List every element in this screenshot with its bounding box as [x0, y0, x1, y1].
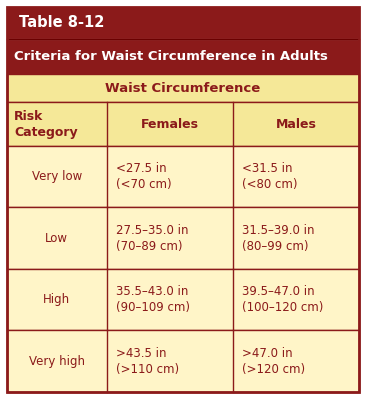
Bar: [7, 74, 359, 103]
Text: High: High: [43, 293, 70, 306]
Text: <27.5 in
(<70 cm): <27.5 in (<70 cm): [116, 162, 172, 191]
Bar: [7, 103, 359, 146]
Text: Very low: Very low: [32, 170, 82, 183]
Text: Table 8-12: Table 8-12: [19, 16, 105, 30]
Text: Males: Males: [276, 118, 317, 131]
Text: >43.5 in
(>110 cm): >43.5 in (>110 cm): [116, 347, 179, 375]
Bar: [7, 39, 359, 74]
Text: Criteria for Waist Circumference in Adults: Criteria for Waist Circumference in Adul…: [14, 50, 328, 63]
Text: 39.5–47.0 in
(100–120 cm): 39.5–47.0 in (100–120 cm): [242, 285, 324, 314]
Bar: [7, 269, 359, 330]
Text: <31.5 in
(<80 cm): <31.5 in (<80 cm): [242, 162, 298, 191]
Text: Risk
Category: Risk Category: [14, 110, 78, 139]
Text: Low: Low: [45, 231, 68, 245]
Text: 35.5–43.0 in
(90–109 cm): 35.5–43.0 in (90–109 cm): [116, 285, 190, 314]
Text: Waist Circumference: Waist Circumference: [105, 82, 261, 95]
Text: Females: Females: [141, 118, 199, 131]
Text: >47.0 in
(>120 cm): >47.0 in (>120 cm): [242, 347, 305, 375]
Bar: [7, 7, 359, 39]
Text: 31.5–39.0 in
(80–99 cm): 31.5–39.0 in (80–99 cm): [242, 223, 315, 253]
Text: 27.5–35.0 in
(70–89 cm): 27.5–35.0 in (70–89 cm): [116, 223, 189, 253]
Text: Very high: Very high: [29, 355, 85, 367]
Bar: [7, 330, 359, 392]
Bar: [7, 207, 359, 269]
Bar: [7, 146, 359, 207]
